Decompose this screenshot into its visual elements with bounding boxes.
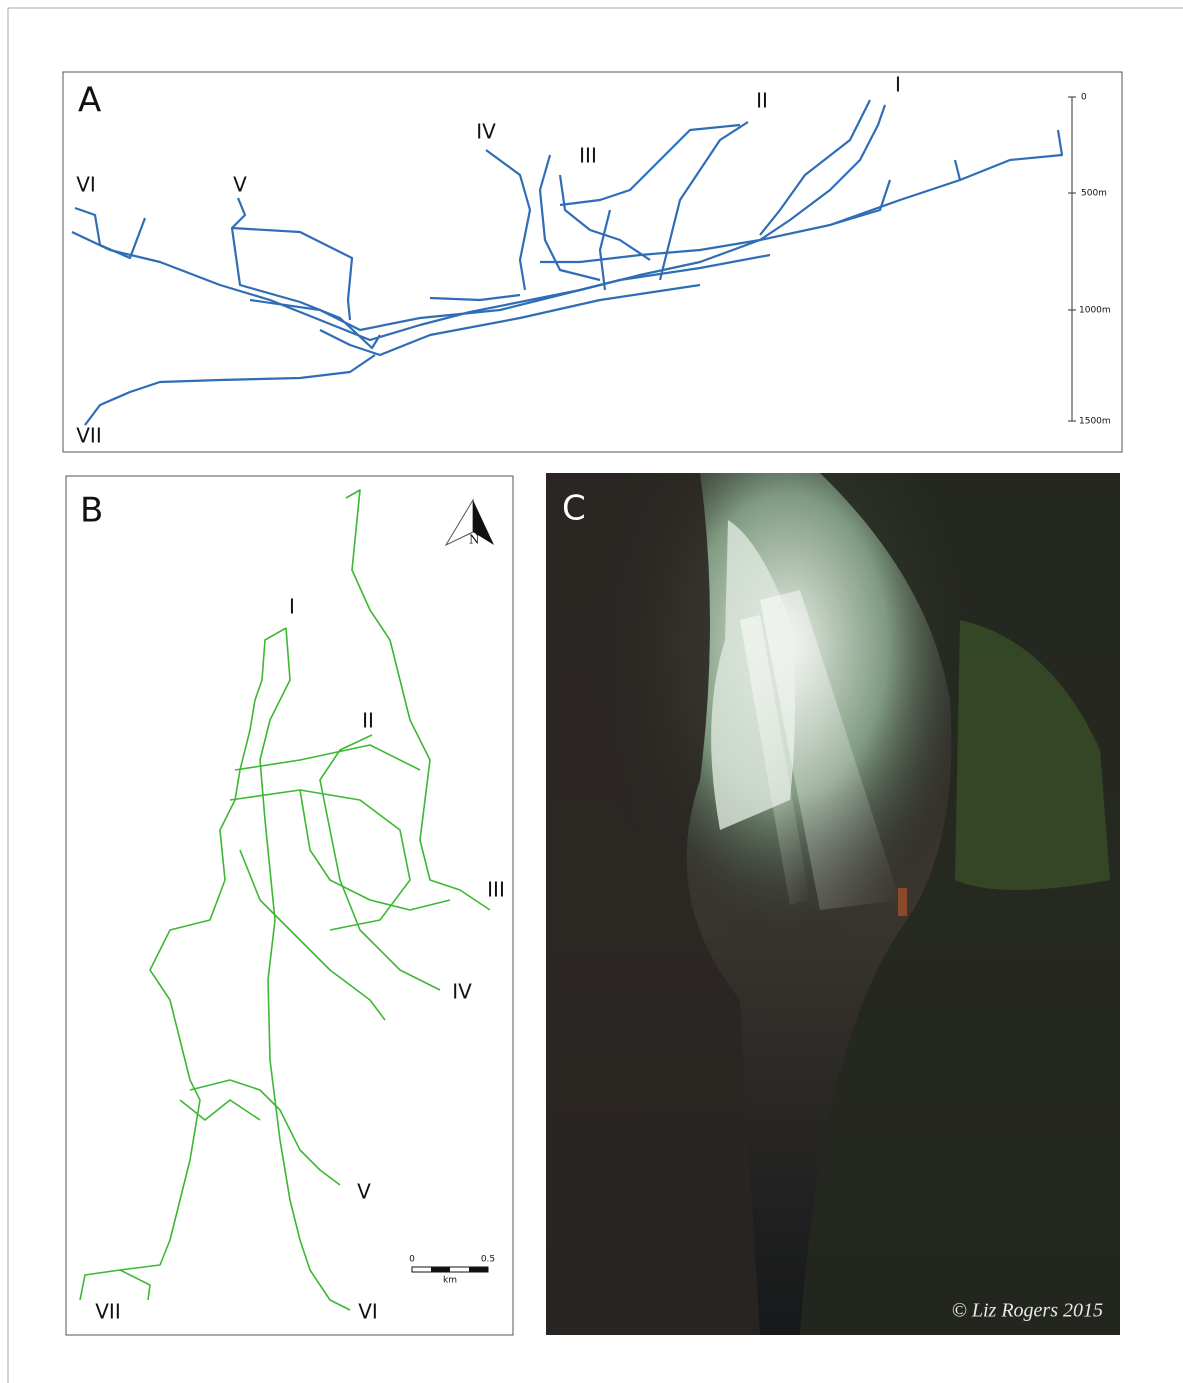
depth-label: 1000m — [1079, 306, 1111, 316]
entrance-label: V — [233, 173, 247, 197]
entrance-label: II — [756, 89, 768, 113]
panel-border — [63, 72, 1122, 452]
entrance-label: III — [579, 144, 597, 168]
entrance-label: VI — [358, 1300, 378, 1324]
caver — [898, 888, 907, 916]
depth-label: 500m — [1081, 189, 1107, 199]
scale-label: 0 — [409, 1255, 415, 1265]
entrance-label: II — [362, 709, 374, 733]
panel-c: © Liz Rogers 2015 C — [546, 473, 1120, 1335]
figure: A I II III IV V VI VII 0 500m 1000m 1500… — [0, 0, 1183, 1383]
entrance-label: VII — [95, 1300, 120, 1324]
scale-bar — [412, 1267, 488, 1272]
panel-label: C — [562, 489, 586, 529]
photo-credit: © Liz Rogers 2015 — [952, 1300, 1103, 1322]
entrance-label: IV — [452, 980, 472, 1004]
north-label: N — [469, 533, 480, 547]
scale-label: 0.5 — [481, 1255, 495, 1265]
panel-label: B — [80, 491, 103, 531]
depth-label: 0 — [1081, 93, 1087, 103]
panel-b: B I II III IV V VI VII N 0 0.5 km — [66, 476, 513, 1335]
panel-a: A I II III IV V VI VII 0 500m 1000m 1500… — [63, 72, 1122, 452]
entrance-label: III — [487, 878, 505, 902]
entrance-label: I — [289, 595, 295, 619]
entrance-label: VII — [76, 424, 101, 448]
depth-label: 1500m — [1079, 417, 1111, 427]
entrance-label: VI — [76, 173, 96, 197]
entrance-label: IV — [476, 120, 496, 144]
scale-label: km — [443, 1276, 457, 1286]
entrance-label: V — [357, 1180, 371, 1204]
panel-label: A — [78, 81, 101, 121]
entrance-label: I — [895, 73, 901, 97]
